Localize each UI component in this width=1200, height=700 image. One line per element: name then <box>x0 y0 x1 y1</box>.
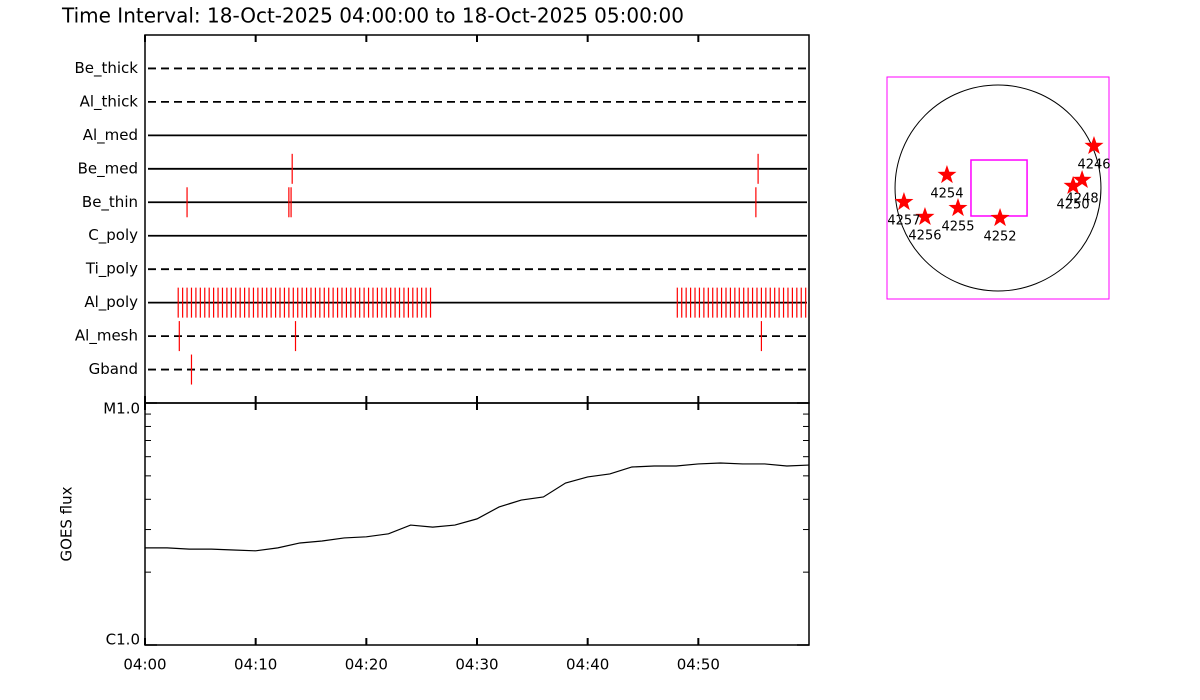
row-label: Al_poly <box>84 293 138 312</box>
region-label: 4256 <box>908 228 941 243</box>
x-tick-label: 04:20 <box>345 656 388 674</box>
y-tick-label: M1.0 <box>103 400 140 418</box>
field-of-view <box>970 159 1028 217</box>
chart-title: Time Interval: 18-Oct-2025 04:00:00 to 1… <box>61 4 684 28</box>
solar-disk <box>894 84 1102 292</box>
row-label: Al_thick <box>80 92 139 111</box>
region-star <box>1084 135 1104 155</box>
x-tick-label: 04:50 <box>677 656 720 674</box>
region-star <box>1063 175 1083 195</box>
region-label: 4254 <box>930 187 963 202</box>
y-axis-label: GOES flux <box>58 486 76 561</box>
row-label: Al_mesh <box>75 327 138 346</box>
x-tick-label: 04:30 <box>455 656 498 674</box>
region-label: 4246 <box>1077 157 1110 172</box>
map-frame <box>886 76 1110 300</box>
x-tick-label: 04:10 <box>234 656 277 674</box>
region-star <box>948 198 968 217</box>
region-label: 4255 <box>941 220 974 235</box>
row-label: Ti_poly <box>85 260 138 279</box>
row-label: C_poly <box>88 226 138 245</box>
region-label: 4248 <box>1066 191 1099 206</box>
row-label: Be_thick <box>74 59 138 78</box>
goes-line <box>145 462 810 552</box>
y-tick-label: C1.0 <box>106 631 140 649</box>
row-label: Be_med <box>78 159 138 178</box>
row-label: Gband <box>89 360 138 378</box>
region-label: 4252 <box>983 230 1016 245</box>
region-star <box>937 165 957 184</box>
region-label: 4250 <box>1057 197 1090 212</box>
region-star <box>1072 169 1092 189</box>
timeline-frame <box>144 34 810 404</box>
region-star <box>915 206 935 226</box>
x-tick-label: 04:00 <box>123 656 166 674</box>
region-label: 4257 <box>887 214 920 229</box>
x-tick-label: 04:40 <box>566 656 609 674</box>
region-star <box>894 192 914 211</box>
row-label: Al_med <box>83 126 138 145</box>
goes-frame <box>144 402 810 646</box>
region-star <box>990 208 1010 227</box>
row-label: Be_thin <box>82 193 138 212</box>
